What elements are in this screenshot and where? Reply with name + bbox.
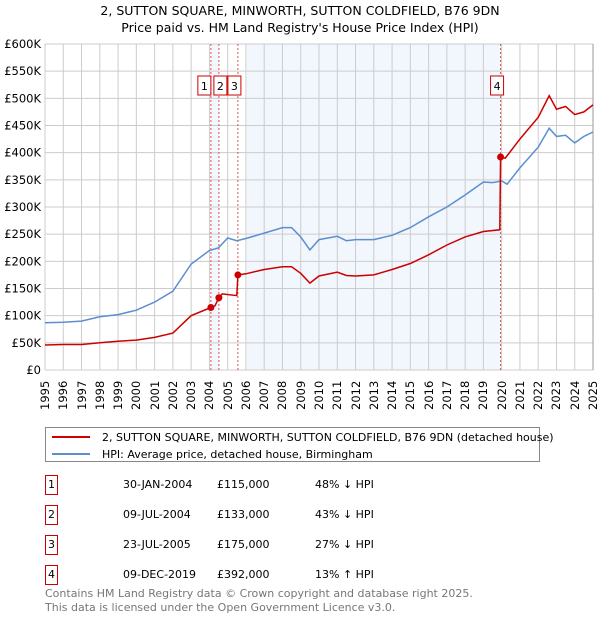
sale-row: 1 30-JAN-2004 £115,000 48% ↓ HPI bbox=[45, 475, 445, 495]
x-tick-label: 1997 bbox=[74, 380, 89, 410]
sale-price: £133,000 bbox=[217, 508, 270, 521]
legend: 2, SUTTON SQUARE, MINWORTH, SUTTON COLDF… bbox=[45, 427, 554, 462]
legend-line-blue bbox=[52, 453, 90, 455]
x-tick-label: 2002 bbox=[165, 380, 180, 410]
sale-hpi-diff: 27% ↓ HPI bbox=[315, 538, 374, 551]
price-chart: £0 £50K £100K £150K £200K £250K £300K £350K £400… bbox=[4, 37, 594, 376]
footer-line-2: This data is licensed under the Open Gov… bbox=[45, 601, 396, 614]
sale-row: 3 23-JUL-2005 £175,000 27% ↓ HPI bbox=[45, 535, 445, 555]
legend-line-red bbox=[52, 436, 90, 438]
sale-point bbox=[215, 294, 223, 302]
x-tick-label: 2003 bbox=[184, 380, 199, 410]
y-tick-label: £150K bbox=[4, 282, 41, 296]
x-tick-label: 2011 bbox=[330, 380, 345, 410]
sale-hpi-diff: 43% ↓ HPI bbox=[315, 508, 374, 521]
sale-label-box bbox=[490, 75, 505, 96]
x-tick-label: 2019 bbox=[476, 380, 491, 410]
x-tick-label: 2021 bbox=[512, 380, 527, 410]
chart-title: 2, SUTTON SQUARE, MINWORTH, SUTTON COLDF… bbox=[100, 3, 500, 18]
sale-date: 30-JAN-2004 bbox=[123, 478, 193, 491]
sale-label-box bbox=[227, 75, 242, 96]
sale-number: 4 bbox=[45, 565, 58, 585]
sale-label-box bbox=[213, 75, 228, 96]
sale-row: 4 09-DEC-2019 £392,000 13% ↑ HPI bbox=[45, 565, 445, 585]
sale-date: 23-JUL-2005 bbox=[123, 538, 191, 551]
x-tick-label: 2007 bbox=[257, 380, 272, 410]
y-tick-label: £250K bbox=[4, 227, 41, 241]
y-tick-label: £400K bbox=[4, 146, 41, 160]
y-tick-label: £0 bbox=[26, 363, 41, 376]
y-tick-label: £550K bbox=[4, 64, 41, 78]
x-tick-label: 2016 bbox=[421, 380, 436, 410]
sale-date: 09-DEC-2019 bbox=[123, 568, 197, 581]
sale-label: 3 bbox=[231, 80, 238, 93]
y-tick-label: £300K bbox=[4, 200, 41, 214]
x-tick-label: 1999 bbox=[111, 380, 126, 410]
legend-item-hpi: HPI: Average price, detached house, Birm… bbox=[52, 446, 373, 462]
sale-label: 1 bbox=[201, 80, 208, 93]
series-line bbox=[44, 93, 594, 346]
x-tick-label: 2009 bbox=[293, 380, 308, 410]
sale-price: £115,000 bbox=[217, 478, 270, 491]
x-tick-label: 2000 bbox=[129, 380, 144, 410]
x-tick-label: 2014 bbox=[385, 380, 400, 410]
sale-date: 09-JUL-2004 bbox=[123, 508, 191, 521]
y-tick-label: £50K bbox=[12, 336, 42, 350]
footer-line-1: Contains HM Land Registry data © Crown c… bbox=[45, 587, 473, 600]
series-line bbox=[44, 126, 594, 324]
sale-price: £392,000 bbox=[217, 568, 270, 581]
chart-subtitle: Price paid vs. HM Land Registry's House … bbox=[121, 20, 479, 35]
x-tick-label: 2015 bbox=[403, 380, 418, 410]
sale-point bbox=[497, 153, 505, 161]
x-tick-label: 1995 bbox=[38, 380, 52, 410]
sale-number: 2 bbox=[45, 505, 58, 525]
x-tick-label: 2017 bbox=[439, 380, 454, 410]
x-tick-label: 2001 bbox=[147, 380, 162, 410]
x-tick-label: 2005 bbox=[220, 380, 235, 410]
sale-price: £175,000 bbox=[217, 538, 270, 551]
sale-hpi-diff: 13% ↑ HPI bbox=[315, 568, 374, 581]
x-tick-label: 2018 bbox=[458, 380, 473, 410]
legend-label: HPI: Average price, detached house, Birm… bbox=[102, 447, 373, 461]
x-tick-label: 1996 bbox=[56, 380, 71, 410]
y-tick-label: £200K bbox=[4, 254, 41, 268]
x-tick-label: 2022 bbox=[531, 380, 546, 410]
sale-row: 2 09-JUL-2004 £133,000 43% ↓ HPI bbox=[45, 505, 445, 525]
y-tick-label: £600K bbox=[4, 37, 41, 51]
x-tick-label: 2024 bbox=[567, 380, 582, 410]
x-tick-label: 2012 bbox=[348, 380, 363, 410]
y-tick-label: £100K bbox=[4, 309, 41, 323]
sale-number: 3 bbox=[45, 535, 58, 555]
x-tick-label: 2025 bbox=[586, 380, 600, 410]
x-tick-label: 2008 bbox=[275, 380, 290, 410]
x-tick-label: 2023 bbox=[549, 380, 564, 410]
x-tick-label: 1998 bbox=[92, 380, 107, 410]
x-tick-label: 2020 bbox=[494, 380, 509, 410]
legend-item-property: 2, SUTTON SQUARE, MINWORTH, SUTTON COLDF… bbox=[52, 429, 554, 445]
sale-label: 4 bbox=[494, 80, 501, 93]
x-tick-label: 2004 bbox=[202, 380, 217, 410]
x-tick-label: 2010 bbox=[312, 380, 326, 410]
sale-point bbox=[207, 304, 215, 312]
sale-label-box bbox=[197, 75, 212, 96]
sale-number: 1 bbox=[45, 475, 58, 495]
x-tick-label: 2006 bbox=[238, 380, 253, 410]
sale-label: 2 bbox=[217, 80, 224, 93]
legend-label: 2, SUTTON SQUARE, MINWORTH, SUTTON COLDF… bbox=[102, 430, 554, 444]
y-tick-label: £350K bbox=[4, 173, 41, 187]
y-tick-label: £500K bbox=[4, 91, 41, 105]
x-tick-label: 2013 bbox=[366, 380, 381, 410]
y-tick-label: £450K bbox=[4, 119, 41, 133]
sale-hpi-diff: 48% ↓ HPI bbox=[315, 478, 374, 491]
sale-point bbox=[234, 271, 242, 279]
